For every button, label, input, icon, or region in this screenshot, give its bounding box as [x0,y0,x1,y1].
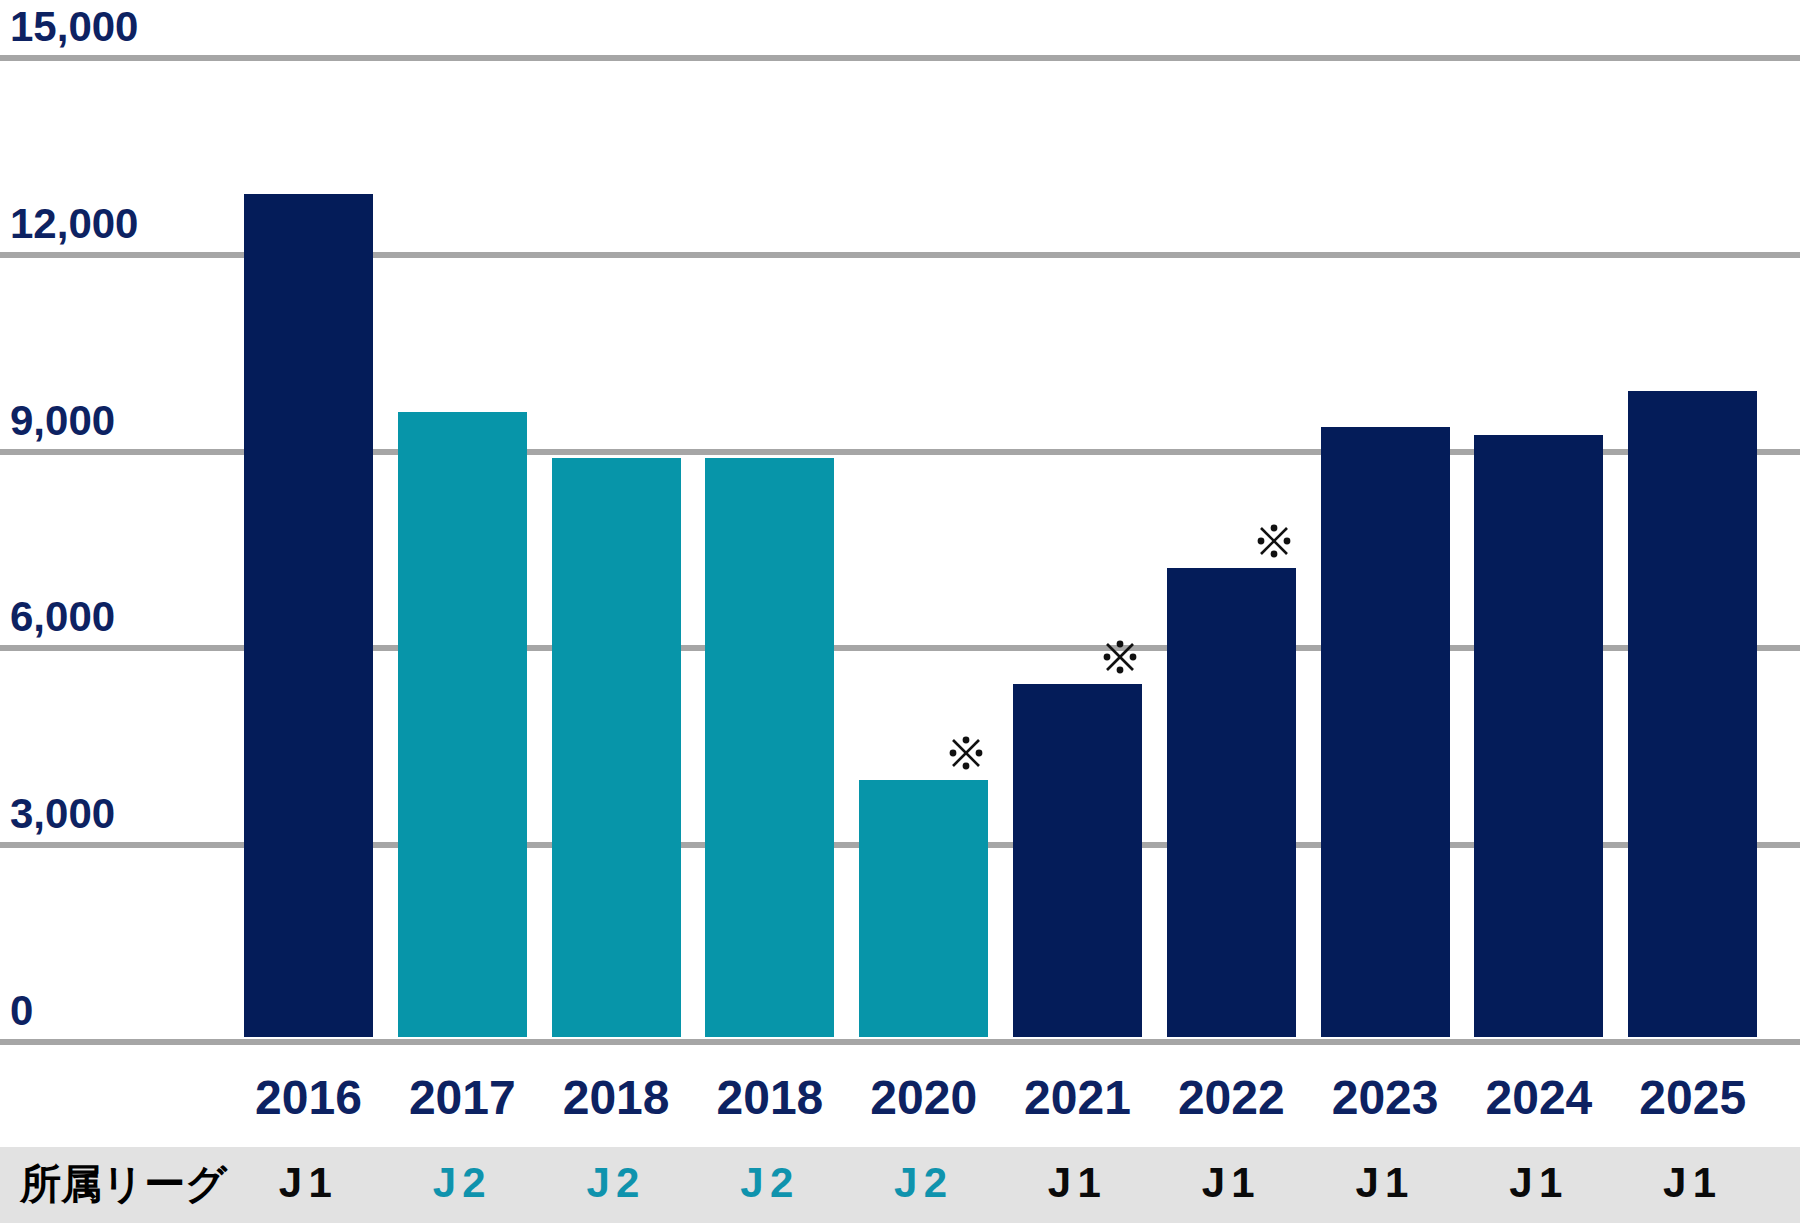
bar-1-2017 [398,412,527,1037]
x-label-9-2025: 2025 [1613,1074,1773,1122]
league-value-9-2025: J1 [1613,1162,1773,1204]
bar-9-2025 [1628,391,1757,1037]
league-value-3-2018: J2 [690,1162,850,1204]
gridline-0 [0,1039,1800,1045]
bar-5-2021 [1013,684,1142,1037]
league-row-title: 所属リーグ [20,1160,227,1209]
reference-mark-icon [948,735,984,771]
y-tick-label-6000: 6,000 [10,596,115,638]
league-value-1-2017: J2 [382,1162,542,1204]
bar-2-2018 [552,458,681,1037]
league-value-8-2024: J1 [1459,1162,1619,1204]
y-tick-label-9000: 9,000 [10,400,115,442]
y-tick-label-12000: 12,000 [10,203,138,245]
x-label-8-2024: 2024 [1459,1074,1619,1122]
x-label-5-2021: 2021 [998,1074,1158,1122]
league-value-5-2021: J1 [998,1162,1158,1204]
x-label-3-2018: 2018 [690,1074,850,1122]
x-label-7-2023: 2023 [1305,1074,1465,1122]
y-tick-label-0: 0 [10,990,33,1032]
y-tick-label-3000: 3,000 [10,793,115,835]
bar-7-2023 [1321,427,1450,1037]
x-label-2-2018: 2018 [536,1074,696,1122]
bar-4-2020 [859,780,988,1037]
league-value-4-2020: J2 [844,1162,1004,1204]
x-label-6-2022: 2022 [1151,1074,1311,1122]
gridline-15000 [0,55,1800,61]
x-label-1-2017: 2017 [382,1074,542,1122]
y-tick-label-15000: 15,000 [10,6,138,48]
bar-8-2024 [1474,435,1603,1037]
x-label-4-2020: 2020 [844,1074,1004,1122]
league-value-6-2022: J1 [1151,1162,1311,1204]
x-label-0-2016: 2016 [229,1074,389,1122]
reference-mark-icon [1256,523,1292,559]
league-value-7-2023: J1 [1305,1162,1465,1204]
bar-0-2016 [244,194,373,1037]
league-value-2-2018: J2 [536,1162,696,1204]
league-value-0-2016: J1 [229,1162,389,1204]
bar-6-2022 [1167,568,1296,1037]
bar-3-2018 [705,458,834,1037]
attendance-bar-chart: 03,0006,0009,00012,00015,000 20162017201… [0,0,1800,1223]
reference-mark-icon [1102,639,1138,675]
